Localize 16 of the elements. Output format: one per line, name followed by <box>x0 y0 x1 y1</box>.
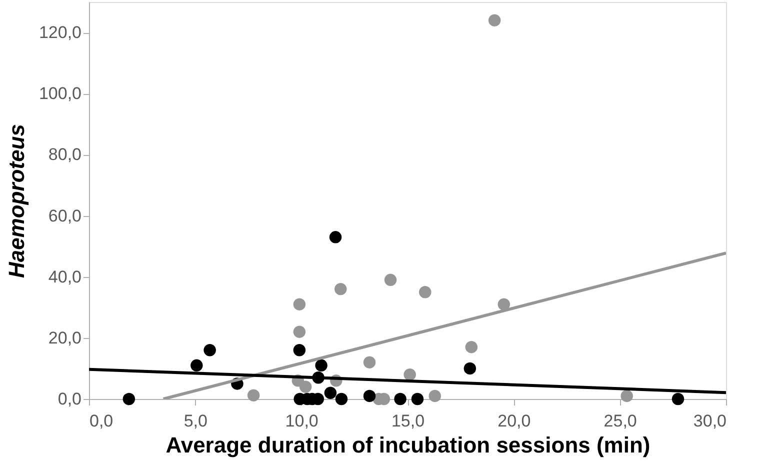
y-tick-label: 80,0 <box>48 145 82 164</box>
y-tick-label: 120,0 <box>38 23 82 42</box>
x-tick-label: 20,0 <box>498 412 531 430</box>
y-tick-label: 0,0 <box>58 390 82 408</box>
x-tick-label: 30,0 <box>693 412 726 430</box>
y-tick-label: 40,0 <box>48 267 82 286</box>
y-tick-label: 20,0 <box>48 328 82 348</box>
x-tick-label: 0,0 <box>90 412 114 430</box>
x-tick-label: 5,0 <box>184 412 208 430</box>
y-tick-label: 100,0 <box>38 84 82 104</box>
y-axis-title: Haemoproteus <box>4 124 29 278</box>
x-tick-label: 25,0 <box>604 412 637 430</box>
y-tick-label: 60,0 <box>48 206 82 226</box>
x-tick-label: 10,0 <box>285 412 318 430</box>
x-tick-label: 15,0 <box>391 412 425 430</box>
x-axis-title: Average duration of incubation sessions (min) <box>166 432 650 458</box>
